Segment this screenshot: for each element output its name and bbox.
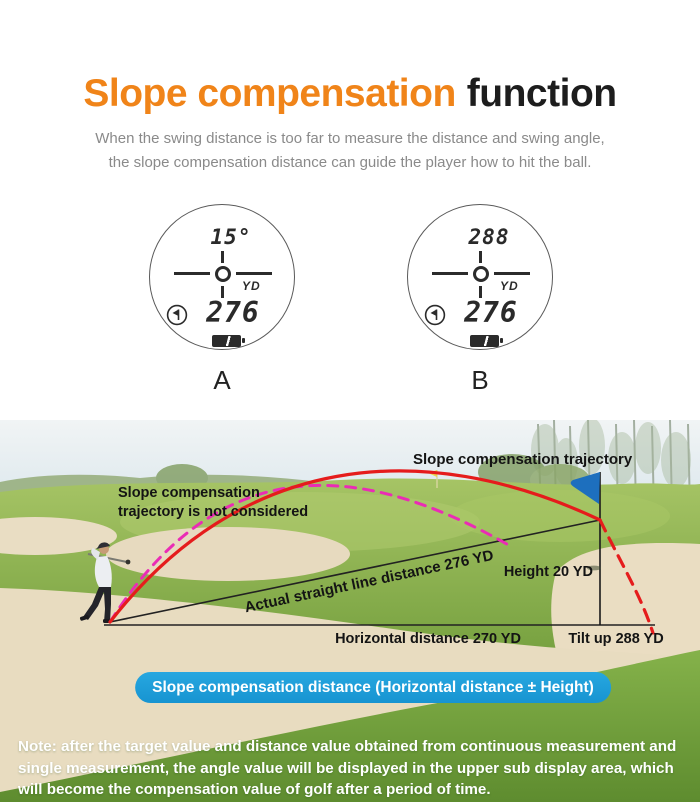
- reticle-center-icon: [215, 266, 231, 282]
- magenta-trajectory-label-line2: trajectory is not considered: [118, 504, 308, 520]
- straight-line-distance: [109, 519, 601, 623]
- viewfinder-b: 288 YD 276: [407, 204, 553, 350]
- reticle-tick-top: [221, 251, 224, 263]
- tilt-up-label: Tilt up 288 YD: [568, 631, 663, 647]
- viewfinder-b-label: B: [471, 365, 489, 395]
- viewfinder-a-label: A: [213, 365, 231, 395]
- scene-illustration: Slope compensation trajectory Slope comp…: [0, 420, 700, 802]
- magenta-trajectory-label-line1: Slope compensation: [118, 485, 260, 501]
- subtitle-line-2: the slope compensation distance can guid…: [108, 154, 592, 171]
- sand-bunker-left: [0, 517, 117, 555]
- reticle-line-right: [494, 272, 530, 275]
- subtitle-line-1: When the swing distance is too far to me…: [95, 130, 605, 147]
- red-trajectory-label: Slope compensation trajectory: [413, 451, 633, 468]
- horizontal-distance-label: Horizontal distance 270 YD: [335, 631, 521, 647]
- reticle-tick-bottom: [479, 286, 482, 298]
- battery-icon: [212, 335, 245, 347]
- sand-bunker-right: [551, 543, 700, 672]
- title-rest: function: [466, 72, 617, 116]
- reticle-line-right: [236, 272, 272, 275]
- reticle-tick-top: [479, 251, 482, 263]
- unit-label-a: YD: [242, 279, 261, 293]
- target-flag-icon: [570, 472, 600, 504]
- slope-compensation-banner: Slope compensation distance (Horizontal …: [135, 672, 611, 703]
- unit-label-b: YD: [500, 279, 519, 293]
- title-highlight: Slope compensation: [83, 72, 456, 116]
- page-subtitle: When the swing distance is too far to me…: [0, 127, 700, 175]
- distance-display-a: 276: [206, 296, 260, 329]
- sand-bunker-mid: [106, 527, 350, 581]
- trajectory-slope-compensation: [108, 469, 602, 624]
- angle-display-a: 15°: [210, 225, 252, 249]
- height-label: Height 20 YD: [504, 564, 593, 580]
- trajectory-descending-dashed: [598, 518, 655, 635]
- fairway-mound: [450, 490, 670, 542]
- note-text: Note: after the target value and distanc…: [18, 738, 677, 798]
- distance-display-b: 276: [464, 296, 518, 329]
- reticle-tick-bottom: [221, 286, 224, 298]
- ground-marker: [587, 565, 601, 571]
- battery-icon: [470, 335, 503, 347]
- angle-display-b: 288: [468, 225, 510, 249]
- golf-course-scene: Slope compensation trajectory Slope comp…: [0, 420, 700, 802]
- flag-lock-icon: [166, 304, 188, 326]
- page-title: Slope compensation function: [0, 72, 700, 116]
- flag-lock-icon: [424, 304, 446, 326]
- viewfinder-a: 15° YD 276: [149, 204, 295, 350]
- reticle-center-icon: [473, 266, 489, 282]
- reticle-line-left: [174, 272, 210, 275]
- reticle-line-left: [432, 272, 468, 275]
